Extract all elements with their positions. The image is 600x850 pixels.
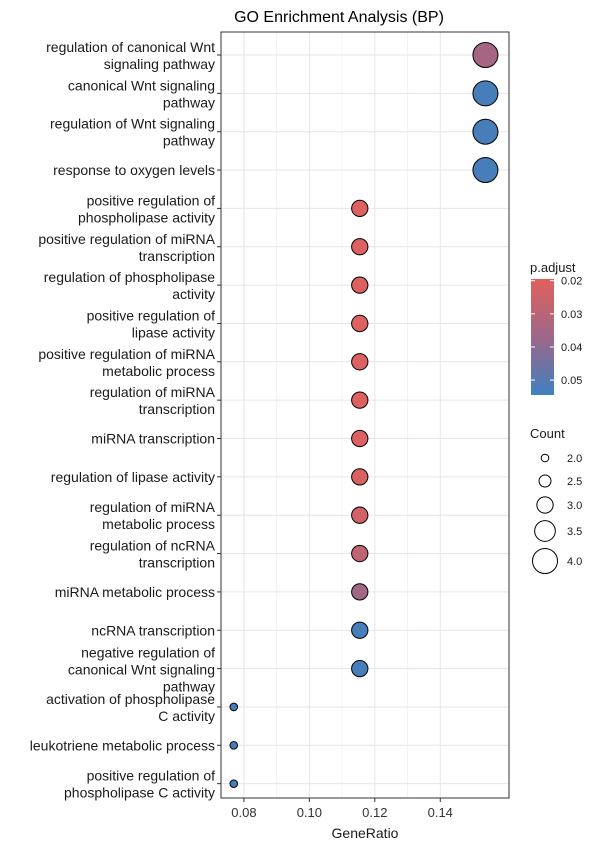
data-point [472, 118, 499, 145]
data-point [351, 659, 369, 678]
y-axis-labels: regulation of canonical Wnt signaling pat… [30, 39, 221, 801]
color-legend-label: 0.02 [561, 276, 582, 288]
y-category-label: regulation of miRNA metabolic process [90, 499, 216, 532]
p-adjust-legend: p.adjust 0.02 0.03 0.04 0.05 [530, 260, 582, 395]
y-category-label: regulation of phospholipase activity [44, 269, 215, 302]
data-point [229, 741, 239, 750]
data-point [351, 544, 369, 563]
x-tick-label: 0.08 [231, 805, 256, 820]
data-points [229, 42, 499, 788]
color-legend-label: 0.05 [561, 375, 582, 387]
y-category-label: regulation of miRNA transcription [90, 384, 216, 417]
x-tick-label: 0.10 [297, 805, 322, 820]
plot-panel-border [220, 31, 510, 799]
count-legend: Count 2.0 2.5 3.0 3.5 4.0 [530, 426, 582, 574]
y-category-label: regulation of Wnt signaling pathway [50, 116, 215, 149]
count-legend-key [532, 548, 558, 574]
x-axis-ticks: 0.08 0.10 0.12 0.14 [231, 798, 453, 820]
y-category-label: miRNA transcription [91, 431, 215, 447]
data-point [472, 80, 499, 107]
y-category-label: regulation of canonical Wnt signaling pat… [46, 39, 215, 72]
count-legend-key [538, 474, 552, 488]
data-point [472, 42, 499, 68]
data-point [351, 238, 369, 256]
y-category-label: positive regulation of phospholipase C ac… [64, 768, 215, 801]
data-point [351, 468, 369, 486]
y-category-label: miRNA metabolic process [55, 584, 215, 600]
y-category-label: positive regulation of miRNA transcriptio… [38, 231, 215, 264]
x-tick-label: 0.14 [428, 805, 453, 820]
data-point [351, 314, 369, 333]
y-category-label: activation of phospholipase C activity [46, 691, 215, 724]
data-point [351, 276, 369, 294]
data-point [351, 506, 369, 524]
data-point [229, 779, 239, 788]
count-legend-key [534, 520, 556, 542]
y-category-label: positive regulation of phospholipase acti… [78, 192, 215, 225]
grid-layer [221, 32, 509, 798]
data-point [351, 583, 369, 601]
data-point [351, 353, 369, 371]
p-adjust-color-bar [531, 279, 554, 395]
count-legend-label: 3.5 [567, 526, 582, 538]
data-point [229, 702, 239, 712]
y-category-label: positive regulation of lipase activity [87, 307, 216, 340]
color-legend-label: 0.04 [561, 342, 582, 354]
p-adjust-legend-title: p.adjust [530, 260, 576, 275]
y-category-label: regulation of ncRNA transcription [90, 538, 216, 571]
chart-title: GO Enrichment Analysis (BP) [234, 9, 444, 26]
y-category-label: ncRNA transcription [91, 622, 215, 638]
x-tick-label: 0.12 [362, 805, 387, 820]
count-legend-label: 2.0 [567, 453, 582, 465]
data-point [472, 157, 499, 184]
y-category-label: leukotriene metabolic process [30, 737, 215, 753]
color-legend-label: 0.03 [561, 309, 582, 321]
data-point [351, 429, 369, 448]
count-legend-label: 3.0 [567, 500, 582, 512]
data-point [351, 621, 369, 639]
count-legend-key [536, 496, 554, 514]
y-category-label: response to oxygen levels [53, 162, 215, 178]
count-legend-title: Count [530, 426, 565, 441]
count-legend-label: 4.0 [567, 556, 582, 568]
y-category-label: regulation of lipase activity [51, 469, 215, 485]
x-axis-title: GeneRatio [332, 825, 399, 841]
count-legend-label: 2.5 [567, 476, 582, 488]
y-category-label: canonical Wnt signaling pathway [68, 77, 215, 110]
count-legend-key [540, 453, 550, 463]
y-category-label: negative regulation of canonical Wnt sign… [68, 645, 215, 695]
data-point [351, 391, 369, 409]
data-point [351, 199, 369, 218]
y-category-label: positive regulation of miRNA metabolic pr… [38, 346, 215, 379]
